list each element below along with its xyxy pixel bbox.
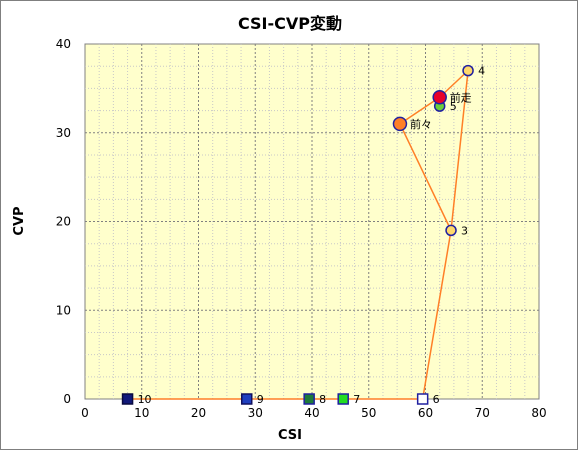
y-tick-label: 30 <box>56 126 71 140</box>
tick-labels: 0 10 20 30 40 50 60 70 80 0 10 20 30 40 <box>56 37 547 420</box>
x-tick-label: 70 <box>475 406 490 420</box>
chart-title: CSI-CVP変動 <box>238 14 342 33</box>
x-tick-label: 20 <box>191 406 206 420</box>
marker-square <box>240 393 253 405</box>
data-markers <box>121 64 474 405</box>
point-label: 8 <box>319 393 326 406</box>
marker-circle <box>432 90 447 105</box>
marker-square <box>121 393 134 405</box>
series-polyline <box>127 96 452 400</box>
x-tick-label: 80 <box>531 406 546 420</box>
point-label: 3 <box>461 224 468 237</box>
series-segment <box>450 70 469 231</box>
x-axis-title: CSI <box>278 428 302 443</box>
point-label: 前走 <box>450 90 472 104</box>
marker-circle <box>462 64 474 77</box>
y-tick-label: 40 <box>56 37 71 51</box>
x-tick-label: 10 <box>134 406 149 420</box>
point-label: 10 <box>138 393 152 406</box>
x-tick-label: 40 <box>304 406 319 420</box>
point-label: 6 <box>433 393 440 406</box>
point-labels: 10 9 8 7 6 5 4 3 前々 前走 <box>138 65 486 406</box>
marker-square <box>416 393 429 405</box>
point-label: 7 <box>353 393 360 406</box>
marker-circle <box>445 224 457 237</box>
y-tick-label: 0 <box>63 392 71 406</box>
y-tick-label: 10 <box>56 303 71 317</box>
grid-lines <box>85 44 539 399</box>
point-label: 4 <box>478 65 485 78</box>
point-label: 5 <box>450 100 457 113</box>
x-tick-label: 60 <box>418 406 433 420</box>
y-tick-label: 20 <box>56 215 71 229</box>
point-label: 9 <box>257 393 264 406</box>
x-tick-label: 30 <box>248 406 263 420</box>
x-tick-label: 0 <box>81 406 89 420</box>
marker-circle <box>392 116 408 132</box>
marker-square <box>303 393 315 405</box>
marker-square <box>337 393 349 405</box>
point-label: 前々 <box>410 117 432 131</box>
y-axis-title: CVP <box>12 206 27 235</box>
x-tick-label: 50 <box>361 406 376 420</box>
